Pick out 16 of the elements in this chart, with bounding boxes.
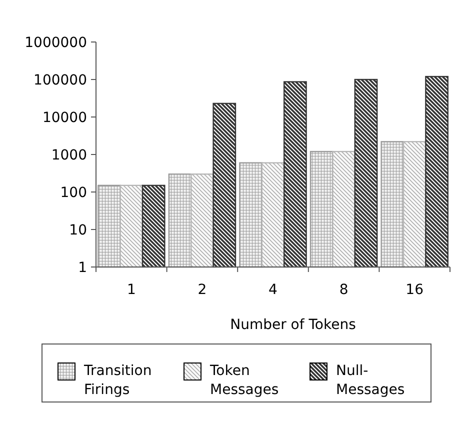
- x-tick-label: 2: [198, 282, 207, 298]
- y-tick-label: 100000: [34, 72, 87, 88]
- x-axis-title: Number of Tokens: [230, 317, 356, 333]
- legend-label: Null-Messages: [336, 363, 405, 398]
- y-tick-label: 1000: [51, 147, 87, 164]
- x-tick-label: 4: [268, 282, 278, 298]
- y-tick-label: 10000: [42, 110, 87, 126]
- legend-label: Transition Firings: [83, 363, 152, 398]
- x-tick-label: 1: [126, 282, 136, 298]
- y-tick-label: 10: [69, 222, 87, 238]
- x-tick-label: 8: [339, 282, 348, 298]
- legend-label: Token Messages: [209, 363, 279, 398]
- y-tick-label: 100: [60, 184, 87, 201]
- y-tick-label: 1000000: [24, 34, 87, 51]
- y-tick-label: 1: [78, 260, 87, 276]
- x-tick-label: 16: [406, 282, 424, 298]
